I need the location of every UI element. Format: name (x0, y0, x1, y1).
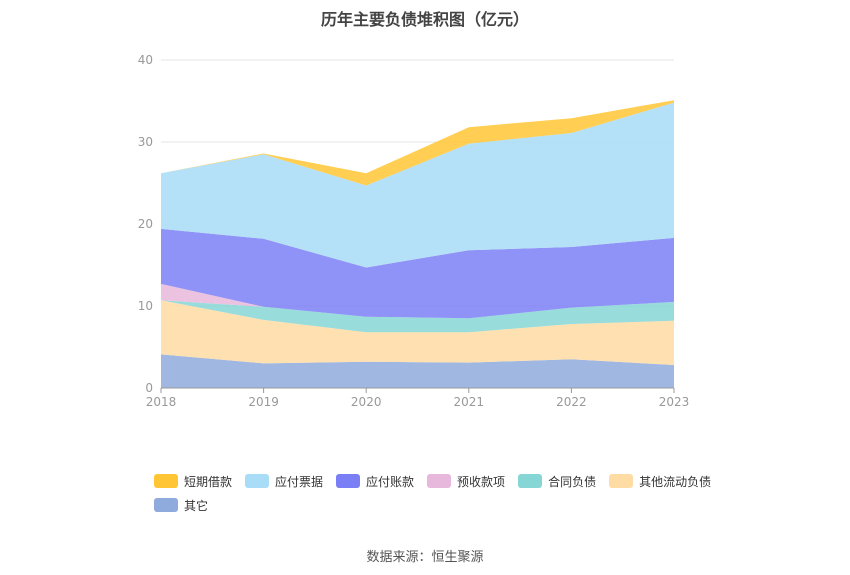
legend-swatch (154, 474, 178, 488)
legend-label: 合同负债 (548, 474, 597, 489)
legend-item[interactable]: 应付票据 (245, 473, 323, 489)
legend-swatch (336, 474, 361, 488)
area-其他流动负债 (161, 300, 674, 365)
legend-item[interactable]: 短期借款 (154, 473, 232, 489)
area-其它 (161, 354, 674, 388)
legend-item[interactable]: 应付账款 (336, 473, 414, 489)
y-tick-label: 10 (138, 299, 153, 313)
legend-item[interactable]: 合同负债 (518, 473, 596, 489)
legend-item[interactable]: 其它 (154, 497, 208, 513)
x-tick-label: 2021 (454, 395, 485, 409)
legend-swatch (245, 474, 270, 488)
chart-title: 历年主要负债堆积图（亿元） (320, 10, 529, 29)
legend-label: 其它 (184, 498, 209, 513)
legend-item[interactable]: 预收款项 (427, 473, 505, 489)
area-应付票据 (161, 102, 674, 268)
y-tick-label: 0 (145, 381, 153, 395)
area-短期借款 (161, 100, 674, 186)
legend-swatch (609, 474, 634, 488)
legend-swatch (518, 474, 543, 488)
x-tick-label: 2022 (556, 395, 587, 409)
area-合同负债 (161, 300, 674, 333)
legend: 短期借款 应付票据 应付账款 预收款项 合同负债 其他流动负债其它 (154, 473, 754, 521)
data-source: 数据来源：恒生聚源 (366, 550, 484, 565)
x-tick-label: 2018 (146, 395, 177, 409)
x-tick-label: 2023 (659, 395, 690, 409)
area-应付账款 (161, 228, 674, 319)
legend-swatch (154, 498, 178, 512)
y-tick-label: 30 (138, 135, 153, 149)
legend-label: 应付账款 (366, 474, 415, 489)
legend-item[interactable]: 其他流动负债 (609, 473, 711, 489)
legend-swatch (427, 474, 452, 488)
legend-label: 预收款项 (457, 474, 506, 489)
legend-label: 其他流动负债 (639, 474, 712, 489)
y-tick-label: 40 (138, 53, 153, 67)
y-tick-label: 20 (138, 217, 153, 231)
x-tick-label: 2019 (248, 395, 279, 409)
legend-label: 短期借款 (184, 474, 233, 489)
x-tick-label: 2020 (351, 395, 382, 409)
legend-label: 应付票据 (275, 474, 324, 489)
